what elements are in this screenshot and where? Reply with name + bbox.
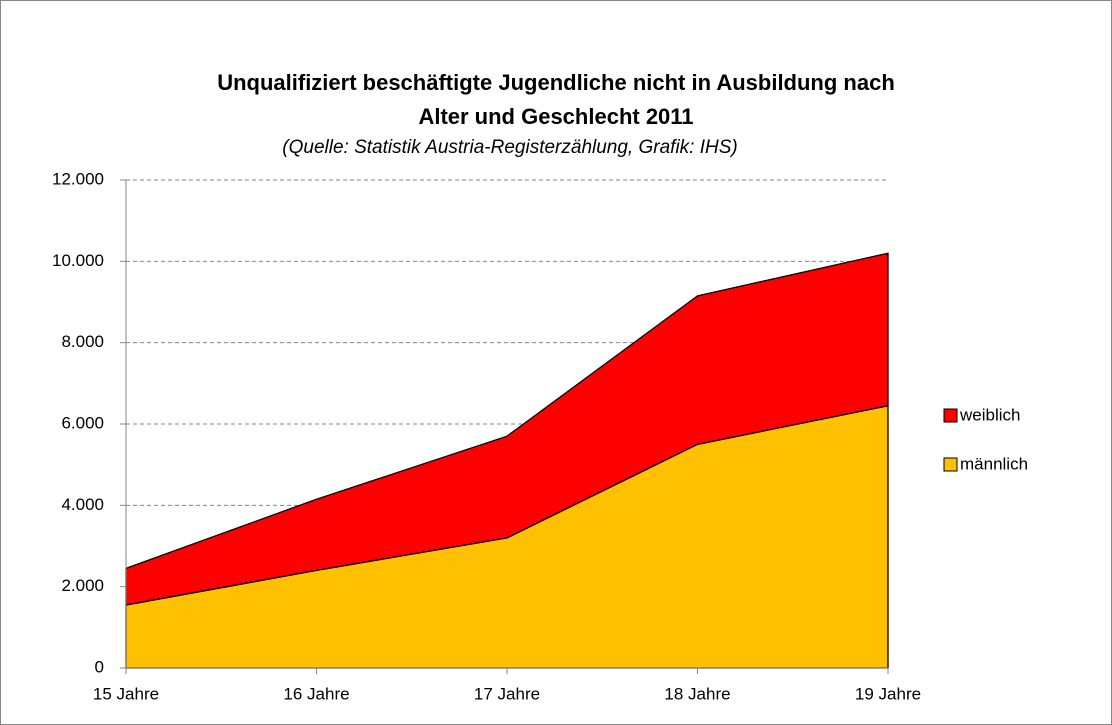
x-tick-label: 15 Jahre <box>93 684 159 703</box>
x-tick-label: 17 Jahre <box>474 684 540 703</box>
y-tick-label: 8.000 <box>61 332 104 351</box>
x-tick-label: 19 Jahre <box>855 684 921 703</box>
legend-label: weiblich <box>959 405 1020 424</box>
chart-title: Unqualifiziert beschäftigte Jugendliche … <box>217 70 895 95</box>
legend-swatch <box>943 457 958 472</box>
y-tick-label: 6.000 <box>61 413 104 432</box>
legend-swatch <box>943 408 958 423</box>
y-tick-label: 2.000 <box>61 576 104 595</box>
x-tick-label: 18 Jahre <box>664 684 730 703</box>
y-tick-label: 4.000 <box>61 495 104 514</box>
y-tick-label: 12.000 <box>52 169 104 188</box>
area <box>125 252 889 606</box>
x-tick-label: 16 Jahre <box>283 684 349 703</box>
legend-label: männlich <box>960 454 1028 473</box>
y-tick-label: 0 <box>95 657 104 676</box>
chart-title-line2: Alter und Geschlecht 2011 <box>418 104 693 129</box>
y-tick-label: 10.000 <box>52 251 104 270</box>
chart-subtitle: (Quelle: Statistik Austria-Registerzählu… <box>282 137 737 158</box>
